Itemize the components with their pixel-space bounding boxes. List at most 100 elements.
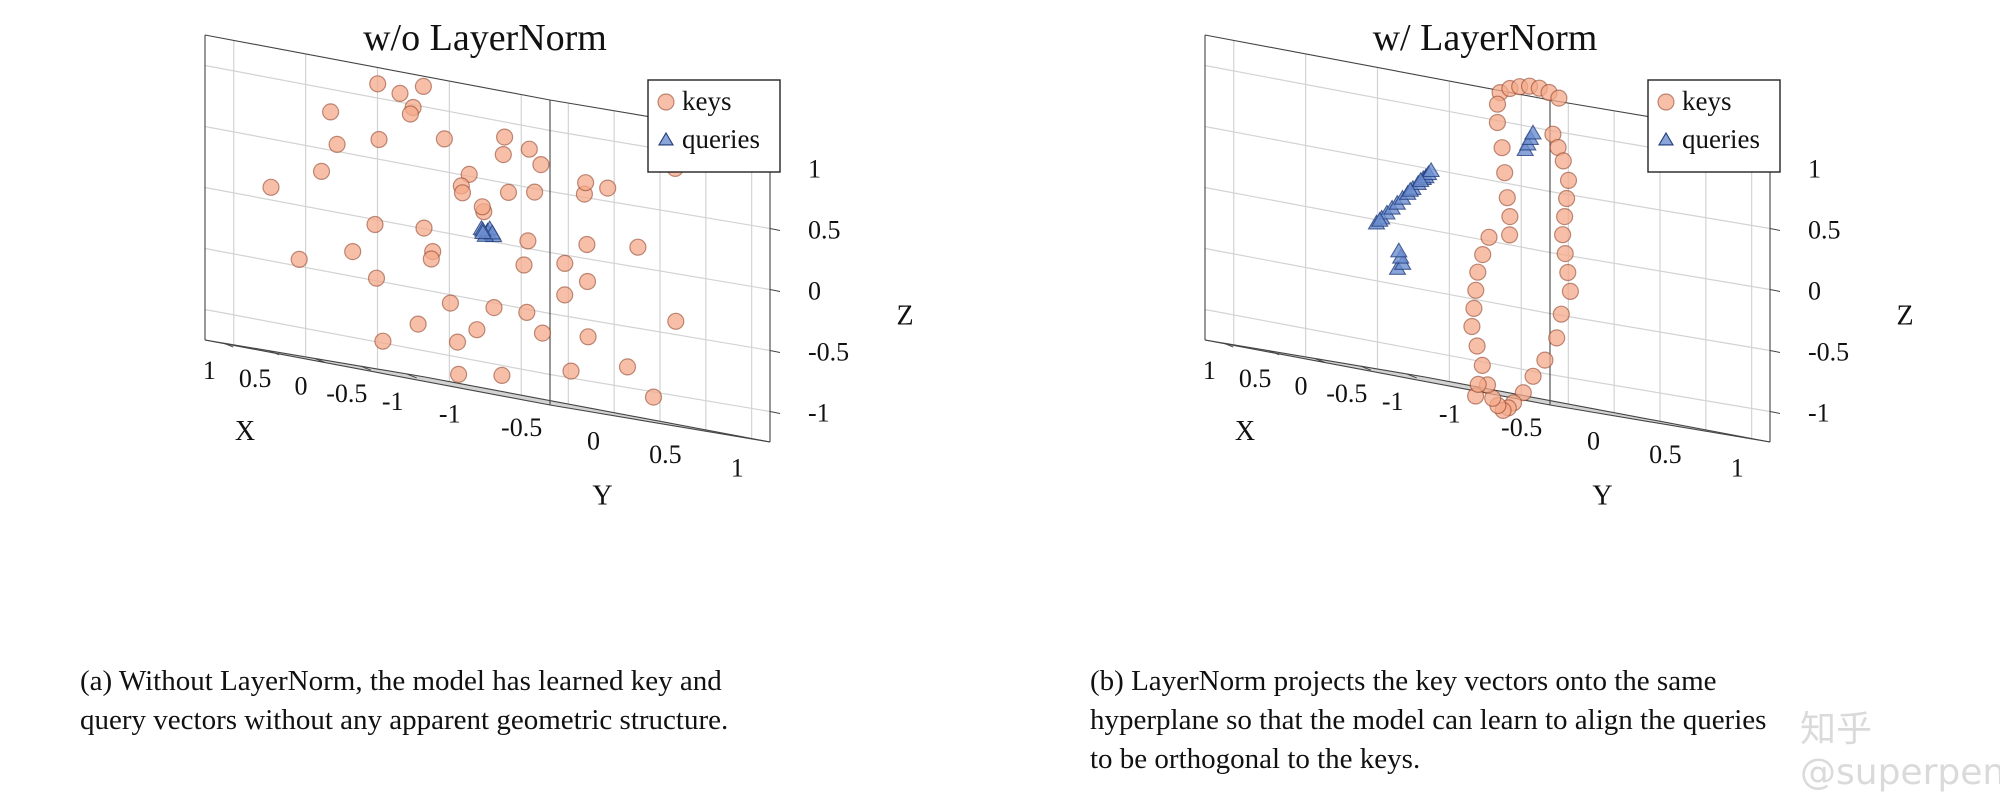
point-keys (556, 254, 574, 272)
legend-label-queries: queries (682, 124, 760, 154)
x-tick-label: 1 (203, 356, 216, 385)
point-keys (499, 183, 518, 201)
legend-marker-keys (1657, 93, 1675, 111)
point-keys (1553, 226, 1572, 244)
point-queries (1524, 124, 1542, 140)
point-keys (1557, 189, 1576, 208)
point-keys (366, 215, 384, 234)
y-tick-label: 0.5 (1649, 440, 1682, 469)
point-keys (629, 238, 647, 256)
point-keys (1493, 139, 1511, 157)
z-tick-label: 0 (808, 277, 821, 306)
y-axis-label: Y (592, 481, 612, 512)
x-tick-mark (268, 350, 280, 356)
legend: keys queries (647, 79, 781, 173)
z-tick-label: 1 (1808, 155, 1821, 184)
x-tick-mark (223, 342, 234, 348)
point-keys (1556, 245, 1574, 263)
caption-a-line-1: (a) Without LayerNorm, the model has lea… (80, 665, 722, 697)
point-keys (401, 105, 419, 123)
y-tick-label: 0 (1587, 427, 1600, 456)
point-keys (290, 250, 308, 268)
y-tick-label: 1 (731, 454, 744, 483)
point-keys (618, 358, 637, 376)
axis-edge (424, 376, 771, 443)
y-tick-label: -0.5 (1501, 413, 1542, 442)
point-keys (1501, 208, 1519, 226)
grid-line (549, 251, 771, 291)
point-keys (322, 103, 340, 121)
z-tick-label: 0.5 (1808, 216, 1841, 245)
axis-labels: X Y Z (235, 301, 914, 512)
tick-labels: -1 -0.5 0 0.5 1 -1 -0.5 0 0.5 1 -1 -0.5 0 0.5 1 (1203, 155, 1849, 483)
x-tick-mark (314, 358, 326, 363)
point-keys (391, 84, 409, 103)
x-axis-label: X (235, 416, 255, 447)
point-keys (473, 198, 491, 216)
point-keys (667, 312, 685, 330)
point-keys (533, 324, 552, 342)
point-keys (441, 294, 459, 312)
point-queries (1411, 171, 1430, 187)
axis-edge (1549, 404, 1771, 443)
x-tick-label: 0 (295, 372, 308, 401)
point-keys (414, 77, 432, 96)
z-tick-label: -1 (1808, 399, 1830, 428)
chart-a: -1 -0.5 0 0.5 1 -1 -0.5 0 0.5 1 -1 -0.5 0 0.5 1 X Y Zw/o … (203, 17, 914, 512)
caption-b-line-2: hyperplane so that the model can learn t… (1090, 704, 1767, 736)
point-keys (1548, 329, 1566, 347)
point-queries (1422, 161, 1441, 178)
grid-line (204, 125, 551, 193)
plot-a: -1 -0.5 0 0.5 1 -1 -0.5 0 0.5 1 -1 -0.5 0 0.5 1 X Y Zw/o … (203, 17, 914, 512)
z-tick-label: -0.5 (808, 338, 849, 367)
y-axis-label: Y (1592, 481, 1612, 512)
z-tick-label: 1 (808, 155, 821, 184)
y-tick-label: -0.5 (501, 413, 542, 442)
grid-line (1549, 251, 1771, 291)
point-keys (515, 256, 533, 274)
x-tick-mark (1406, 373, 1417, 379)
caption-b-line-3: to be orthogonal to the keys. (1090, 743, 1421, 775)
point-keys (578, 235, 596, 254)
z-tick-mark (1769, 350, 1781, 353)
z-tick-label: -0.5 (1808, 338, 1849, 367)
point-keys (1474, 246, 1492, 264)
point-keys (1524, 367, 1542, 385)
y-tick-label: 0 (587, 427, 600, 456)
legend-marker-queries (658, 131, 674, 146)
x-axis-label: X (1235, 416, 1255, 447)
point-keys (453, 184, 472, 202)
point-keys (374, 332, 392, 350)
point-keys (1561, 282, 1580, 300)
point-queries (1370, 211, 1389, 227)
tick-labels: -1 -0.5 0 0.5 1 -1 -0.5 0 0.5 1 -1 -0.5 0 0.5 1 (203, 155, 849, 483)
grid-line (204, 64, 551, 132)
point-keys (369, 75, 387, 93)
point-keys (1496, 164, 1514, 182)
point-keys (1488, 95, 1507, 113)
point-keys (448, 333, 467, 351)
x-tick-label: -1 (1382, 387, 1404, 416)
point-keys (1554, 152, 1572, 170)
point-queries (1401, 181, 1420, 197)
x-tick-label: 0 (1295, 372, 1308, 401)
point-keys (450, 365, 468, 383)
chart-b: -1 -0.5 0 0.5 1 -1 -0.5 0 0.5 1 -1 -0.5 0 0.5 1 X Y Zw/ L… (1203, 17, 1914, 512)
x-tick-mark (1360, 365, 1372, 371)
point-keys (1469, 375, 1487, 393)
point-keys (422, 250, 440, 268)
point-keys (532, 156, 550, 174)
point-keys (1469, 263, 1487, 281)
point-keys (519, 232, 537, 250)
x-tick-label: 0.5 (1239, 364, 1272, 393)
z-tick-mark (1769, 228, 1781, 231)
grid-line (1549, 190, 1771, 230)
data-points (1367, 77, 1580, 419)
point-keys (409, 315, 427, 333)
legend-label-queries: queries (1682, 124, 1760, 154)
x-tick-mark (360, 365, 372, 371)
point-keys (562, 362, 580, 380)
point-keys (1559, 263, 1577, 282)
